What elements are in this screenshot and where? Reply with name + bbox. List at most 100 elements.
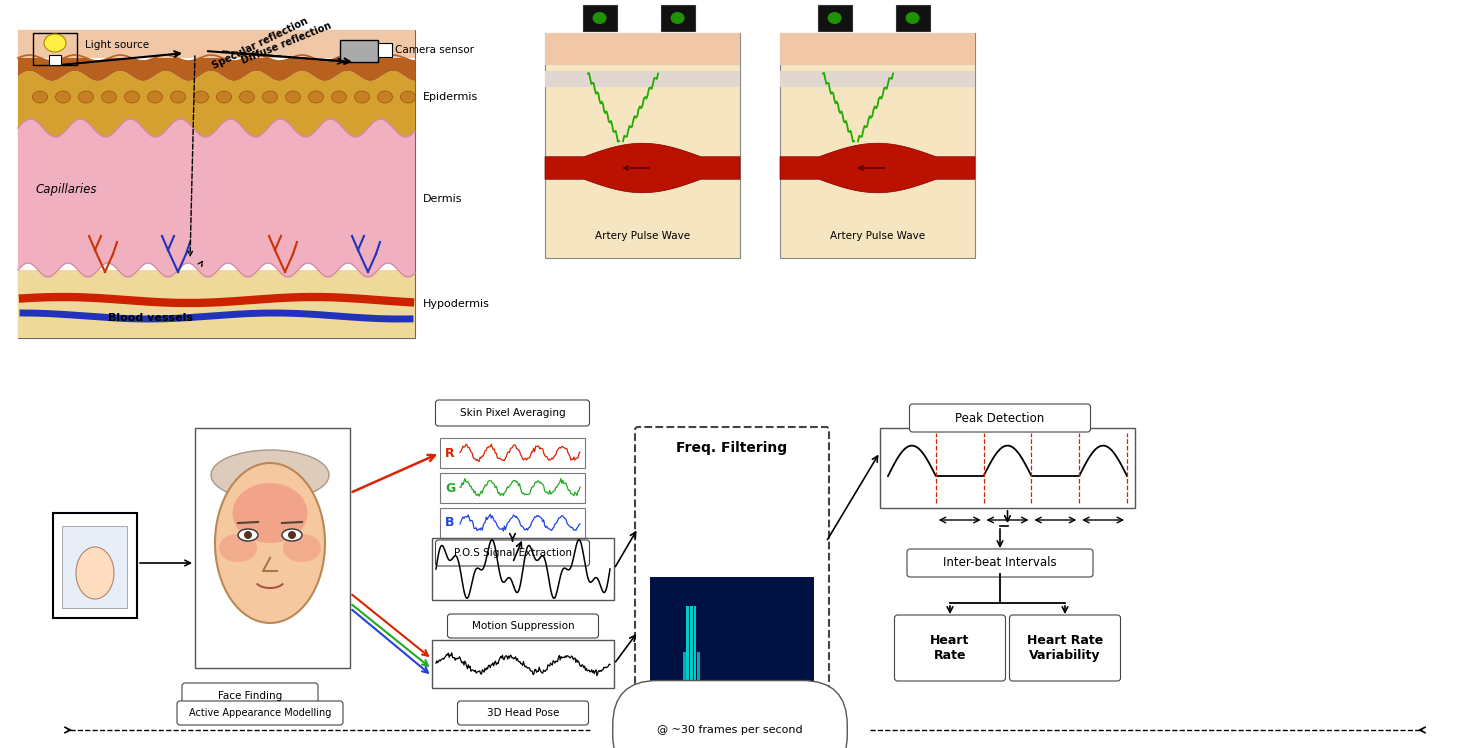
Bar [744,691,747,692]
Polygon shape [545,144,740,193]
Text: P.O.S Signal Extraction: P.O.S Signal Extraction [453,548,572,558]
Ellipse shape [238,529,257,541]
Bar [880,428,1135,508]
Text: Inter-beat Intervals: Inter-beat Intervals [943,557,1057,569]
Text: @ ~30 frames per second: @ ~30 frames per second [658,725,803,735]
Text: Capillaries: Capillaries [37,183,98,195]
Text: Freq. Filtering: Freq. Filtering [677,441,788,455]
Bar [781,33,975,258]
Polygon shape [18,71,415,137]
Bar [661,5,694,31]
Bar [440,438,585,468]
Bar [715,688,718,692]
Ellipse shape [216,91,231,103]
Ellipse shape [308,91,323,103]
Bar [722,690,725,692]
Text: Diffuse reflection: Diffuse reflection [240,21,333,66]
Text: 3D Head Pose: 3D Head Pose [487,708,558,718]
Bar [781,33,975,64]
Ellipse shape [32,91,47,103]
Ellipse shape [44,34,66,52]
Text: Epidermis: Epidermis [423,92,478,102]
Bar [792,690,795,692]
Bar [341,40,379,62]
Bar [705,690,708,692]
Bar [817,5,851,31]
Bar [545,71,740,87]
Ellipse shape [171,91,186,103]
Ellipse shape [232,483,307,543]
Bar [727,687,730,692]
Text: Active Appearance Modelling: Active Appearance Modelling [189,708,332,718]
Text: Artery Pulse Wave: Artery Pulse Wave [595,231,690,241]
Bar [697,652,700,692]
Bar [654,688,656,692]
Text: Camera sensor: Camera sensor [395,45,474,55]
Bar [690,606,693,692]
Text: B: B [444,517,455,530]
Bar [431,640,614,688]
Polygon shape [781,144,975,193]
Bar [896,5,930,31]
Ellipse shape [148,91,162,103]
Polygon shape [18,55,415,81]
Ellipse shape [285,91,301,103]
Ellipse shape [263,91,278,103]
Text: Peak Detection: Peak Detection [955,411,1045,425]
Ellipse shape [56,91,70,103]
Text: Specular reflection: Specular reflection [211,16,310,71]
Bar [651,577,814,692]
Bar [53,513,137,618]
Bar [34,33,77,65]
Bar [545,33,740,64]
Bar [737,687,740,692]
Ellipse shape [282,529,303,541]
Text: Light source: Light source [85,40,149,50]
Bar [770,690,773,692]
Bar [788,685,791,692]
Ellipse shape [101,91,117,103]
Ellipse shape [671,12,684,24]
FancyBboxPatch shape [177,701,344,725]
Text: Hypodermis: Hypodermis [423,299,490,309]
Bar [800,688,803,692]
Ellipse shape [401,91,415,103]
Text: Motion Suppression: Motion Suppression [472,621,575,631]
Ellipse shape [332,91,346,103]
Ellipse shape [211,450,329,500]
Bar [18,30,415,338]
Bar [379,43,392,57]
Text: Artery Pulse Wave: Artery Pulse Wave [830,231,925,241]
Bar [194,428,349,668]
Bar [675,689,678,692]
Bar [61,526,127,608]
Bar [766,690,769,692]
Bar [694,606,696,692]
Ellipse shape [219,534,257,562]
Bar [673,690,674,692]
Bar [50,55,61,65]
Ellipse shape [905,12,920,24]
FancyBboxPatch shape [436,540,589,566]
Bar [810,690,813,692]
Bar [719,690,722,692]
Ellipse shape [124,91,139,103]
Bar [781,71,975,87]
Text: Heart
Rate: Heart Rate [930,634,969,662]
Bar [683,652,686,692]
Ellipse shape [284,534,322,562]
Bar [781,690,784,692]
Bar [708,687,711,692]
Bar [668,686,671,692]
Ellipse shape [76,547,114,599]
Bar [18,270,415,338]
Bar [431,538,614,600]
Bar [440,473,585,503]
Bar [700,689,703,692]
Ellipse shape [592,12,607,24]
FancyBboxPatch shape [458,701,589,725]
Bar [545,33,740,258]
FancyBboxPatch shape [909,404,1091,432]
Bar [440,508,585,538]
Text: Skin Pixel Averaging: Skin Pixel Averaging [459,408,566,418]
